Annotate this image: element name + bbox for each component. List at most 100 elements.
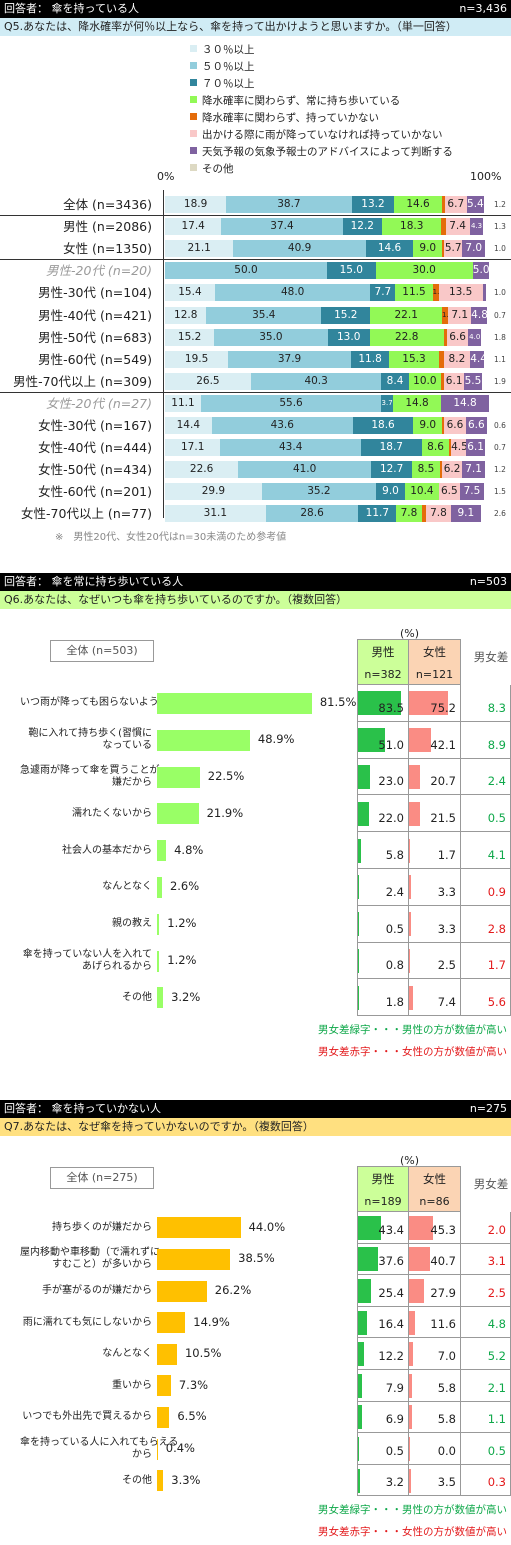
total-value: 48.9% [257, 732, 295, 747]
other-value-label: 1.3 [494, 222, 506, 232]
diff-value: 0.3 [487, 1475, 506, 1490]
row-label: 女性-60代 (n=201) [38, 484, 152, 500]
male-value: 5.8 [385, 847, 404, 862]
diff-value: 0.9 [487, 884, 506, 899]
female-bar [409, 1278, 424, 1303]
female-cell: 3.3 [409, 869, 461, 906]
bar-segment [441, 196, 445, 213]
bar-segment: 18.6 [352, 417, 414, 434]
sample-size: n=3,436 [459, 2, 507, 15]
total-bar [157, 1343, 177, 1365]
legend-item: ７０％以上 [190, 76, 453, 93]
male-bar [358, 1342, 365, 1367]
bar-segment: 41.0 [238, 461, 372, 479]
male-cell: 5.8 [357, 832, 409, 869]
female-bar [409, 728, 431, 753]
other-value-label: 1.8 [494, 332, 506, 342]
bar-segment: 7.1 [448, 306, 472, 324]
bar-segment: 4.4 [470, 350, 485, 368]
diff-cell: 0.5 [461, 795, 511, 833]
bar-segment: 28.6 [265, 505, 359, 523]
male-cell: 43.4 [357, 1212, 409, 1244]
bar-segment: 8.2 [443, 350, 471, 368]
bar-segment [441, 218, 446, 236]
row-label: 男性-30代 (n=104) [38, 285, 152, 301]
diff-value: 0.5 [487, 811, 506, 826]
female-cell: 7.4 [409, 979, 461, 1017]
female-value: 75.2 [430, 700, 456, 715]
bar-segment [441, 372, 445, 390]
total-value: 14.9% [193, 1314, 230, 1329]
legend-item: ５０％以上 [190, 59, 453, 76]
other-value-label: 0.7 [494, 443, 506, 453]
total-bar [157, 1470, 164, 1492]
legend: ３０％以上 ５０％以上 ７０％以上 降水確率に関わらず、常に持ち歩いている 降水確率に関… [190, 42, 453, 178]
female-sample-size: n=121 [415, 668, 454, 681]
total-value: 6.5% [177, 1409, 207, 1424]
bar-segment: 37.4 [221, 218, 343, 236]
item-label: 濡れたくないから [72, 807, 152, 819]
row-label: 男性-60代 (n=549) [38, 351, 152, 367]
diff-cell: 3.1 [461, 1243, 511, 1276]
respondent-label: 回答者： 傘を常に持ち歩いている人 [4, 575, 184, 588]
female-cell: 0.0 [409, 1433, 461, 1465]
female-sample-size: n=86 [419, 1195, 450, 1208]
bar-segment: 4.5 [451, 439, 466, 457]
diff-value: 5.2 [487, 1348, 506, 1363]
total-bar [157, 1217, 241, 1239]
legend-item: 降水確率に関わらず、持っていかない [190, 110, 453, 127]
bar-segment: 43.4 [220, 439, 361, 457]
bar-segment: 9.1 [451, 505, 481, 523]
legend-label: その他 [202, 163, 234, 175]
total-bar [157, 876, 162, 898]
total-value: 44.0% [248, 1219, 286, 1234]
total-value: 81.5% [319, 695, 357, 710]
stacked-bar-chart: 全体 (n=3436) 18.9 38.7 13.2 14.6 6.7 5.4 1.2 男性 (… [0, 0, 511, 560]
bar-segment: 17.4 [165, 218, 222, 236]
male-sample-size: n=189 [364, 1195, 402, 1208]
bar-segment: 10.0 [408, 372, 442, 390]
bar-segment [439, 461, 443, 479]
male-cell: 23.0 [357, 758, 409, 796]
other-value-label: 2.6 [494, 509, 506, 519]
item-label: 急遽雨が降って傘を買うことが 嫌だから [20, 765, 160, 788]
bar-segment: 38.7 [226, 196, 352, 213]
male-bar [358, 1436, 359, 1461]
diff-cell: 8.3 [461, 685, 511, 722]
unit-label: (%) [400, 627, 420, 640]
male-value: 0.5 [385, 921, 404, 936]
female-value: 21.5 [430, 811, 456, 826]
bar-segment [421, 505, 426, 523]
male-value: 0.8 [385, 958, 404, 973]
female-cell: 21.5 [409, 795, 461, 833]
item-label: 社会人の基本だから [62, 844, 152, 856]
male-cell: 83.5 [357, 685, 409, 722]
total-value: 38.5% [238, 1251, 275, 1266]
female-value: 3.5 [437, 1475, 456, 1490]
bar-segment: 55.6 [200, 394, 382, 412]
total-bar [157, 803, 199, 825]
bar-segment: 11.1 [165, 394, 201, 412]
bar-segment: 6.7 [444, 196, 467, 213]
row-label: 女性-70代以上 (n=77) [21, 506, 152, 522]
bar-segment: 11.5 [395, 284, 433, 302]
male-bar [358, 1468, 360, 1493]
axis-max-label: 100% [470, 170, 502, 183]
item-label: 手が塞がるのが嫌だから [42, 1285, 152, 1296]
item-label: 傘を持っている人に入れてもらえる から [20, 1437, 179, 1460]
item-label: いつでも外出先で買えるから [22, 1411, 152, 1423]
diff-value: 2.4 [487, 774, 506, 789]
bar-segment: 26.5 [165, 372, 251, 390]
female-value: 40.7 [430, 1254, 456, 1269]
bar-segment: 18.9 [165, 196, 227, 213]
diff-value: 1.1 [487, 1412, 506, 1427]
diff-cell: 8.9 [461, 721, 511, 759]
female-bar [409, 948, 411, 973]
respondent-label: 回答者： 傘を持っている人 [4, 2, 139, 15]
bar-segment: 50.0 [165, 262, 327, 280]
bar-segment: 14.4 [165, 417, 212, 434]
female-bar [409, 985, 413, 1010]
diff-value: 5.6 [487, 995, 506, 1010]
diff-value: 3.1 [487, 1254, 506, 1269]
axis-min-label: 0% [157, 170, 175, 183]
